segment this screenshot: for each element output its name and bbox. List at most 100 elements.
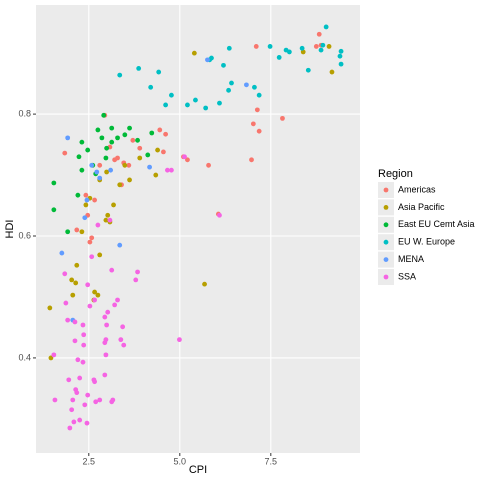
point [147, 164, 152, 170]
point [165, 167, 170, 173]
point [65, 229, 71, 235]
point [305, 67, 311, 73]
point [92, 297, 98, 303]
point [85, 147, 91, 153]
point [79, 139, 85, 145]
point [75, 357, 81, 363]
point [337, 53, 343, 59]
point [217, 100, 222, 106]
point [254, 107, 260, 113]
y-axis-title: HDI [4, 220, 16, 239]
point [81, 342, 87, 348]
x-tick-label: 7.5 [265, 456, 278, 466]
x-tick-label: 2.5 [83, 456, 96, 466]
point [209, 55, 214, 61]
point [126, 162, 132, 168]
point [104, 169, 110, 175]
point [85, 392, 91, 398]
point [329, 69, 335, 75]
point [161, 149, 166, 155]
point [111, 202, 116, 208]
point [87, 303, 93, 309]
point [109, 139, 115, 145]
point [338, 61, 344, 67]
point [217, 212, 222, 218]
point [102, 314, 108, 320]
point [157, 127, 163, 133]
point [182, 154, 187, 160]
point [127, 177, 132, 183]
point [163, 131, 169, 137]
legend-swatch [383, 274, 389, 280]
point [153, 172, 159, 178]
point [74, 390, 80, 396]
point [135, 137, 140, 143]
point [221, 62, 226, 68]
point [206, 162, 211, 168]
legend-title: Region [378, 168, 413, 180]
point [112, 302, 118, 308]
point [244, 82, 249, 88]
point [67, 425, 73, 431]
point [115, 155, 120, 161]
panel [36, 5, 360, 453]
point [87, 239, 93, 245]
point [81, 332, 87, 338]
point [205, 57, 210, 63]
point [169, 167, 174, 173]
legend-swatch [383, 239, 389, 245]
point [256, 92, 262, 98]
point [101, 112, 107, 118]
legend-label: Americas [398, 184, 436, 194]
point [202, 281, 207, 287]
point [127, 125, 132, 131]
point [105, 309, 111, 315]
point [338, 48, 344, 54]
x-axis-title: CPI [189, 464, 207, 476]
y-tick-label: 0.8 [18, 108, 31, 118]
point [70, 292, 76, 298]
legend-swatch [383, 257, 389, 262]
point [121, 342, 127, 348]
point [104, 145, 110, 151]
point [276, 55, 282, 60]
point [89, 235, 95, 241]
point [72, 338, 78, 344]
point [316, 31, 322, 37]
point [93, 399, 99, 405]
point [107, 217, 113, 223]
point [99, 135, 105, 141]
point [299, 45, 305, 51]
point [95, 127, 101, 133]
point [323, 24, 329, 30]
point [92, 197, 98, 203]
point [148, 84, 154, 90]
point [118, 337, 124, 343]
point [286, 49, 292, 55]
point [71, 419, 77, 425]
point [80, 359, 86, 365]
point [103, 352, 109, 358]
point [122, 132, 128, 138]
point [83, 202, 89, 208]
point [97, 397, 103, 403]
point [267, 44, 273, 49]
point [104, 322, 110, 328]
point [115, 135, 120, 141]
point [97, 252, 103, 258]
point [74, 227, 80, 233]
point [77, 375, 83, 381]
point [95, 292, 101, 298]
point [83, 192, 89, 198]
point [122, 162, 128, 168]
point [72, 319, 78, 325]
point [65, 135, 71, 141]
point [193, 97, 198, 103]
point [149, 130, 155, 136]
point [94, 169, 100, 175]
y-tick-label: 0.6 [18, 230, 31, 240]
point [108, 167, 114, 173]
point [169, 92, 174, 98]
point [133, 277, 139, 283]
